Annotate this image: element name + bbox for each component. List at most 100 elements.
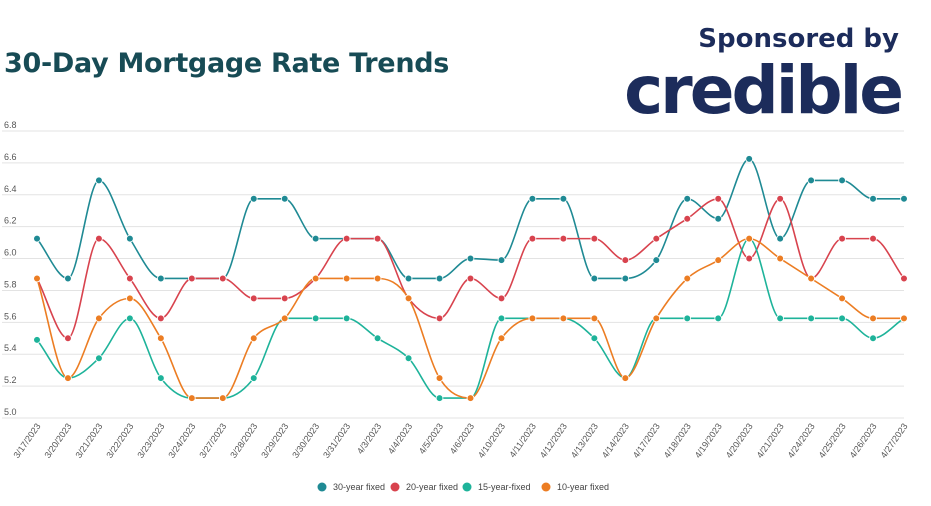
data-point-15-year-fixed <box>311 314 320 323</box>
x-axis-ticks: 3/17/2023 3/20/2023 3/21/2023 3/22/2023 3/23… <box>11 421 909 460</box>
data-point-30-year-fixed <box>126 234 134 243</box>
data-point-30-year-fixed <box>466 254 475 263</box>
data-point-10-year-fixed <box>280 314 289 323</box>
data-point-10-year-fixed <box>714 256 723 264</box>
data-point-30-year-fixed <box>590 274 599 283</box>
x-tick-label: 3/23/2023 <box>135 421 166 460</box>
data-point-15-year-fixed <box>33 336 41 344</box>
data-point-30-year-fixed <box>621 274 630 283</box>
legend-marker-30-year-fixed <box>317 482 327 492</box>
x-tick-label: 4/20/2023 <box>724 421 755 460</box>
legend-label-30-year-fixed: 30-year fixed <box>333 482 385 492</box>
y-axis-ticks: 5.0 5.2 5.4 5.6 5.8 6.0 6.2 6.4 6.6 6.8 <box>4 120 17 417</box>
data-point-20-year-fixed <box>838 234 846 243</box>
y-tick-label: 5.0 <box>4 407 17 417</box>
data-point-30-year-fixed <box>528 194 537 203</box>
data-point-30-year-fixed <box>249 194 258 203</box>
legend-label-10-year-fixed: 10-year fixed <box>557 482 609 492</box>
data-point-10-year-fixed <box>683 274 692 283</box>
data-point-10-year-fixed <box>621 374 630 382</box>
data-point-20-year-fixed <box>466 274 475 283</box>
y-tick-label: 6.8 <box>4 120 17 130</box>
y-tick-label: 5.6 <box>4 311 17 321</box>
data-point-20-year-fixed <box>157 314 165 323</box>
data-point-20-year-fixed <box>373 234 382 243</box>
data-point-15-year-fixed <box>157 374 165 382</box>
data-point-10-year-fixed <box>435 374 444 382</box>
y-tick-label: 6.2 <box>4 216 17 226</box>
data-point-30-year-fixed <box>776 234 784 243</box>
data-point-10-year-fixed <box>869 314 877 323</box>
legend-label-15-year-fixed: 15-year-fixed <box>478 482 531 492</box>
data-point-10-year-fixed <box>652 314 661 323</box>
data-point-20-year-fixed <box>342 234 351 243</box>
x-tick-label: 4/13/2023 <box>569 421 600 460</box>
data-point-30-year-fixed <box>280 194 289 203</box>
data-point-30-year-fixed <box>807 176 815 185</box>
data-point-20-year-fixed <box>776 194 784 203</box>
data-point-20-year-fixed <box>869 234 877 243</box>
data-point-20-year-fixed <box>559 234 568 243</box>
data-point-30-year-fixed <box>683 194 692 203</box>
series-points <box>33 155 908 402</box>
data-point-30-year-fixed <box>900 194 908 203</box>
series-line-15-year-fixed <box>36 237 905 399</box>
data-point-20-year-fixed <box>900 274 908 283</box>
data-point-10-year-fixed <box>95 314 103 323</box>
data-point-15-year-fixed <box>807 314 815 323</box>
data-point-10-year-fixed <box>745 234 753 243</box>
legend-marker-15-year-fixed <box>462 482 472 492</box>
series-line-10-year-fixed <box>36 237 904 399</box>
data-point-10-year-fixed <box>188 394 196 402</box>
legend: 30-year fixed 20-year fixed 15-year-fixed 1… <box>317 482 609 492</box>
data-point-10-year-fixed <box>33 274 41 283</box>
data-point-15-year-fixed <box>95 354 103 363</box>
data-point-10-year-fixed <box>528 314 537 323</box>
data-point-10-year-fixed <box>497 334 506 343</box>
data-point-30-year-fixed <box>714 214 723 223</box>
x-tick-label: 3/31/2023 <box>321 421 352 460</box>
x-tick-label: 3/28/2023 <box>228 421 259 460</box>
x-tick-label: 4/18/2023 <box>662 421 693 460</box>
x-tick-label: 4/14/2023 <box>600 421 631 460</box>
data-point-30-year-fixed <box>435 274 444 283</box>
x-tick-label: 3/20/2023 <box>42 421 73 460</box>
data-point-20-year-fixed <box>95 234 103 243</box>
data-point-30-year-fixed <box>869 194 877 203</box>
data-point-10-year-fixed <box>126 294 134 303</box>
data-point-30-year-fixed <box>745 155 753 163</box>
data-point-10-year-fixed <box>249 334 258 343</box>
credible-logo: credible <box>624 52 904 129</box>
data-point-15-year-fixed <box>373 334 382 343</box>
data-point-15-year-fixed <box>683 314 692 323</box>
data-point-30-year-fixed <box>95 176 103 185</box>
x-tick-label: 4/10/2023 <box>476 421 507 460</box>
series-line-20-year-fixed <box>36 197 905 340</box>
data-point-30-year-fixed <box>311 234 320 243</box>
data-point-20-year-fixed <box>126 274 134 283</box>
x-tick-label: 4/12/2023 <box>538 421 569 460</box>
sponsor-label: Sponsored by <box>698 24 899 54</box>
data-point-10-year-fixed <box>342 274 351 283</box>
data-point-20-year-fixed <box>590 234 599 243</box>
x-tick-label: 3/30/2023 <box>290 421 321 460</box>
data-point-15-year-fixed <box>435 394 444 402</box>
data-point-30-year-fixed <box>33 234 41 243</box>
series-line-30-year-fixed <box>36 158 904 280</box>
data-point-30-year-fixed <box>64 274 72 283</box>
data-point-20-year-fixed <box>249 294 258 303</box>
y-tick-label: 5.4 <box>4 343 17 353</box>
data-point-10-year-fixed <box>776 254 784 263</box>
data-point-10-year-fixed <box>807 274 815 283</box>
x-tick-label: 3/24/2023 <box>166 421 197 460</box>
data-point-30-year-fixed <box>652 256 661 264</box>
x-tick-label: 3/17/2023 <box>11 421 42 460</box>
data-point-20-year-fixed <box>714 194 723 203</box>
y-tick-label: 5.8 <box>4 279 17 289</box>
data-point-15-year-fixed <box>714 314 723 323</box>
data-point-15-year-fixed <box>126 314 134 323</box>
x-tick-label: 4/25/2023 <box>817 421 848 460</box>
data-point-15-year-fixed <box>869 334 877 343</box>
data-point-15-year-fixed <box>249 374 258 382</box>
